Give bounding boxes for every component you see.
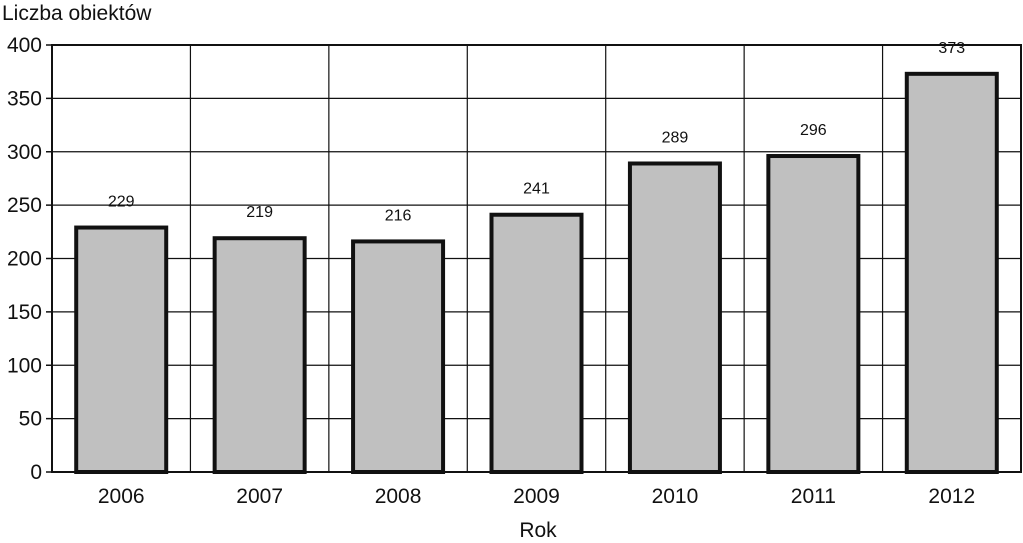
x-tick-label: 2012 bbox=[928, 485, 975, 508]
data-label: 216 bbox=[385, 207, 412, 224]
x-tick-label: 2008 bbox=[375, 485, 422, 508]
data-label: 289 bbox=[662, 129, 689, 146]
plot-frame bbox=[51, 44, 1022, 473]
y-tick-label: 50 bbox=[19, 408, 42, 431]
tick-labels: 0 50 100 150 200 250 300 350 400 2006 2007 2008 2009… bbox=[7, 34, 975, 508]
bars bbox=[74, 71, 999, 475]
y-tick-label: 300 bbox=[7, 141, 42, 164]
y-tick-label: 250 bbox=[7, 194, 42, 217]
x-tick-label: 2007 bbox=[236, 485, 283, 508]
bar-2008 bbox=[351, 239, 446, 474]
data-label: 373 bbox=[938, 40, 965, 57]
bar-2011 bbox=[766, 154, 861, 475]
y-axis-title: Liczba obiektów bbox=[2, 2, 152, 25]
bar-2010 bbox=[627, 161, 722, 474]
data-label: 241 bbox=[523, 181, 550, 198]
data-label: 219 bbox=[246, 204, 273, 221]
y-tick-label: 150 bbox=[7, 301, 42, 324]
x-tick-label: 2009 bbox=[513, 485, 560, 508]
y-tick-label: 350 bbox=[7, 87, 42, 110]
bar-2006 bbox=[74, 225, 169, 474]
x-axis-title: Rok bbox=[519, 519, 557, 538]
x-tick-label: 2006 bbox=[98, 485, 145, 508]
x-tick-label: 2010 bbox=[652, 485, 699, 508]
y-tick-label: 400 bbox=[7, 34, 42, 57]
bar-2012 bbox=[904, 71, 999, 474]
y-tick-label: 200 bbox=[7, 248, 42, 271]
data-label: 229 bbox=[108, 194, 135, 211]
data-label: 296 bbox=[800, 122, 827, 139]
x-tick-label: 2011 bbox=[791, 485, 836, 508]
y-tick-label: 100 bbox=[7, 354, 42, 377]
y-tick-label: 0 bbox=[30, 461, 42, 484]
bar-2007 bbox=[212, 236, 307, 474]
bar-2009 bbox=[489, 212, 584, 474]
